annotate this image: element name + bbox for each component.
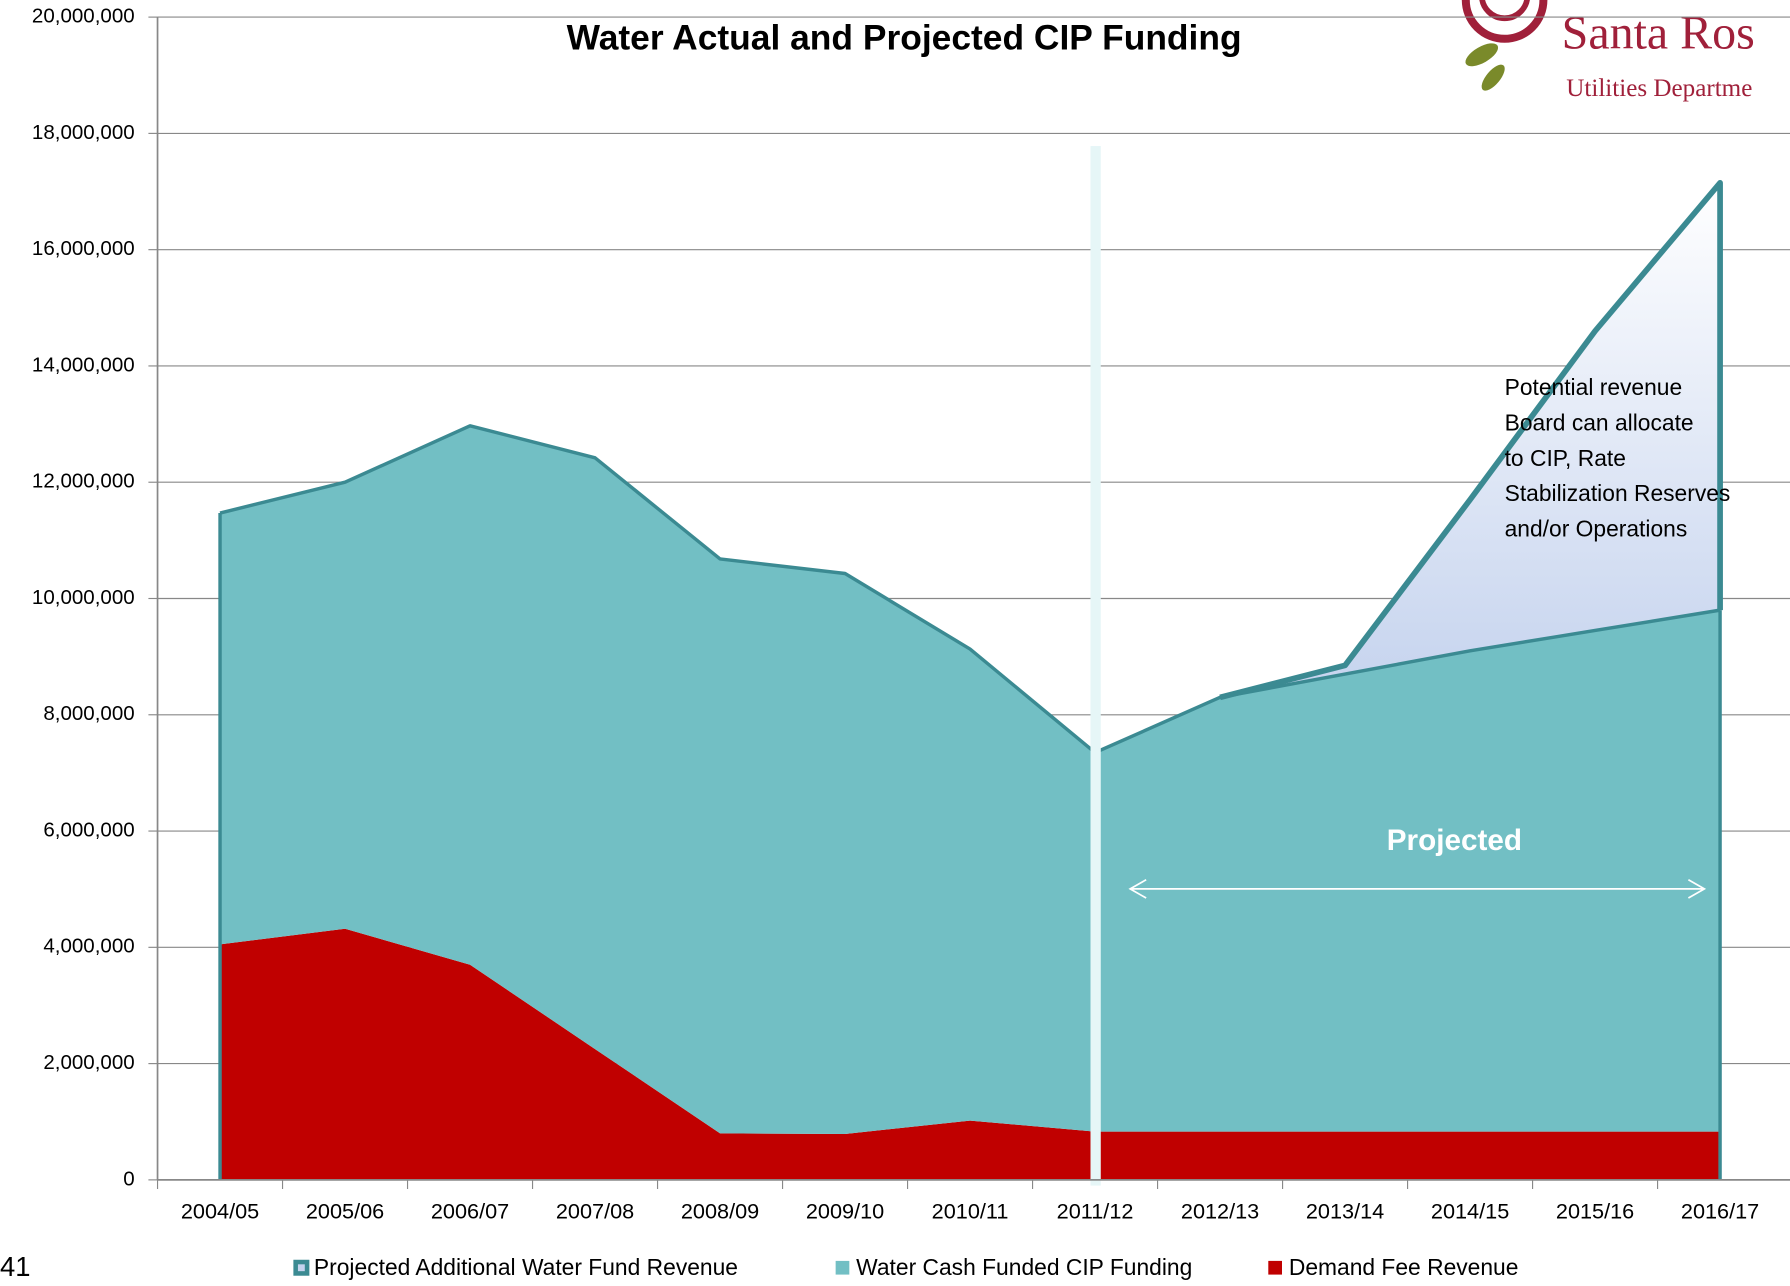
annotation-line: to CIP, Rate [1505,445,1626,471]
y-tick-label: 0 [123,1167,134,1190]
chart-title: Water Actual and Projected CIP Funding [567,18,1242,57]
x-tick-label: 2016/17 [1681,1199,1759,1224]
y-tick-label: 4,000,000 [43,935,134,958]
area [220,425,1721,1134]
x-tick-label: 2014/15 [1431,1199,1509,1224]
x-tick-label: 2015/16 [1556,1199,1634,1224]
x-tick-label: 2006/07 [431,1199,509,1224]
x-tick-label: 2004/05 [181,1199,259,1224]
y-tick-label: 2,000,000 [43,1051,134,1074]
legend-item: Projected Additional Water Fund Revenue [293,1254,738,1280]
legend-swatch-inner [297,1264,305,1272]
y-tick-label: 14,000,000 [32,353,135,376]
x-tick-label: 2007/08 [556,1199,634,1224]
y-tick-label: 12,000,000 [32,470,135,493]
area [220,928,1721,1180]
x-tick-label: 2008/09 [681,1199,759,1224]
x-tick-label: 2009/10 [806,1199,884,1224]
projected-arrow [1128,879,1707,899]
legend-label: Water Cash Funded CIP Funding [856,1254,1192,1280]
logo-subtitle: Utilities Departme [1566,75,1752,102]
x-tick-label: 2013/14 [1306,1199,1384,1224]
y-tick-label: 6,000,000 [43,818,134,841]
legend-item: Demand Fee Revenue [1268,1254,1518,1280]
logo-name: Santa Ros [1562,7,1755,60]
annotation-line: Stabilization Reserves [1505,480,1731,506]
y-tick-label: 16,000,000 [32,237,135,260]
legend-label: Projected Additional Water Fund Revenue [314,1254,738,1280]
x-tick-label: 2012/13 [1181,1199,1259,1224]
legend-swatch [835,1260,850,1275]
annotation-line: and/or Operations [1505,516,1688,542]
legend-item: Water Cash Funded CIP Funding [835,1254,1192,1280]
x-tick-label: 2011/12 [1057,1199,1134,1224]
y-tick-label: 10,000,000 [32,586,135,609]
area-outline [219,424,1721,755]
divider [1090,146,1101,1186]
legend-label: Demand Fee Revenue [1289,1254,1519,1280]
area [1220,182,1721,698]
x-tick-label: 2005/06 [306,1199,384,1224]
legend-swatch [1268,1260,1282,1275]
page-number: 41 [0,1251,30,1282]
y-tick-label: 18,000,000 [32,121,135,144]
x-tick-label: 2010/11 [932,1199,1009,1224]
area-outline [1219,179,1723,701]
y-tick-label: 20,000,000 [32,5,135,28]
projected-label: Projected [1387,824,1522,857]
y-tick-label: 8,000,000 [43,702,134,725]
annotation-line: Potential revenue [1505,374,1683,400]
annotation-line: Board can allocate [1505,410,1694,436]
logo: Santa Ros Utilities Departme [1461,0,1755,102]
